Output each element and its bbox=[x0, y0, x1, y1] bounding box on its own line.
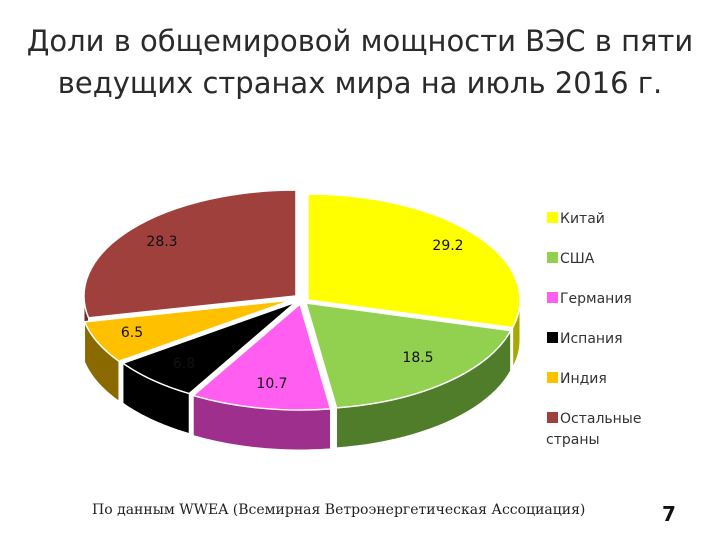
chart-title-line-1: Доли в общемировой мощности ВЭС в пяти bbox=[26, 24, 694, 58]
legend: Китай США Германия Испания Индия Остальные стр… bbox=[546, 211, 641, 448]
pie-slices bbox=[83, 189, 521, 411]
legend-swatch-2 bbox=[547, 252, 558, 263]
pie-slice-1 bbox=[307, 193, 521, 329]
pie-data-labels: 29.2 18.5 10.7 6.8 6.5 28.3 bbox=[121, 234, 464, 392]
legend-label-2: США bbox=[560, 251, 595, 267]
pie-slice-6 bbox=[83, 189, 297, 319]
source-note: По данным WWEA (Всемирная Ветроэнергетич… bbox=[92, 502, 586, 518]
data-label-6: 28.3 bbox=[146, 234, 177, 250]
data-label-2: 18.5 bbox=[402, 350, 433, 366]
pie-slice-3 bbox=[191, 302, 332, 411]
legend-swatch-5 bbox=[547, 372, 558, 383]
data-label-1: 29.2 bbox=[432, 238, 463, 254]
chart-title: Доли в общемировой мощности ВЭС в пяти в… bbox=[20, 20, 700, 104]
legend-swatch-6 bbox=[547, 412, 558, 423]
legend-label-6: Остальные страны bbox=[546, 411, 641, 448]
legend-label-1: Китай bbox=[560, 211, 605, 227]
pie-slice-5 bbox=[83, 299, 293, 363]
pie-slice-2 bbox=[304, 302, 512, 409]
chart-title-line-2: ведущих странах мира на июль 2016 г. bbox=[57, 66, 663, 100]
data-label-3: 10.7 bbox=[256, 376, 287, 392]
legend-label-3: Германия bbox=[560, 291, 632, 307]
legend-swatch-3 bbox=[547, 292, 558, 303]
legend-swatch-4 bbox=[547, 332, 558, 343]
legend-label-5: Индия bbox=[560, 371, 607, 387]
page-number: 7 bbox=[662, 502, 676, 526]
legend-swatch-1 bbox=[547, 212, 558, 223]
legend-label-4: Испания bbox=[560, 331, 623, 347]
pie-slice-4 bbox=[121, 301, 297, 395]
data-label-4: 6.8 bbox=[173, 356, 195, 372]
data-label-5: 6.5 bbox=[121, 325, 143, 341]
